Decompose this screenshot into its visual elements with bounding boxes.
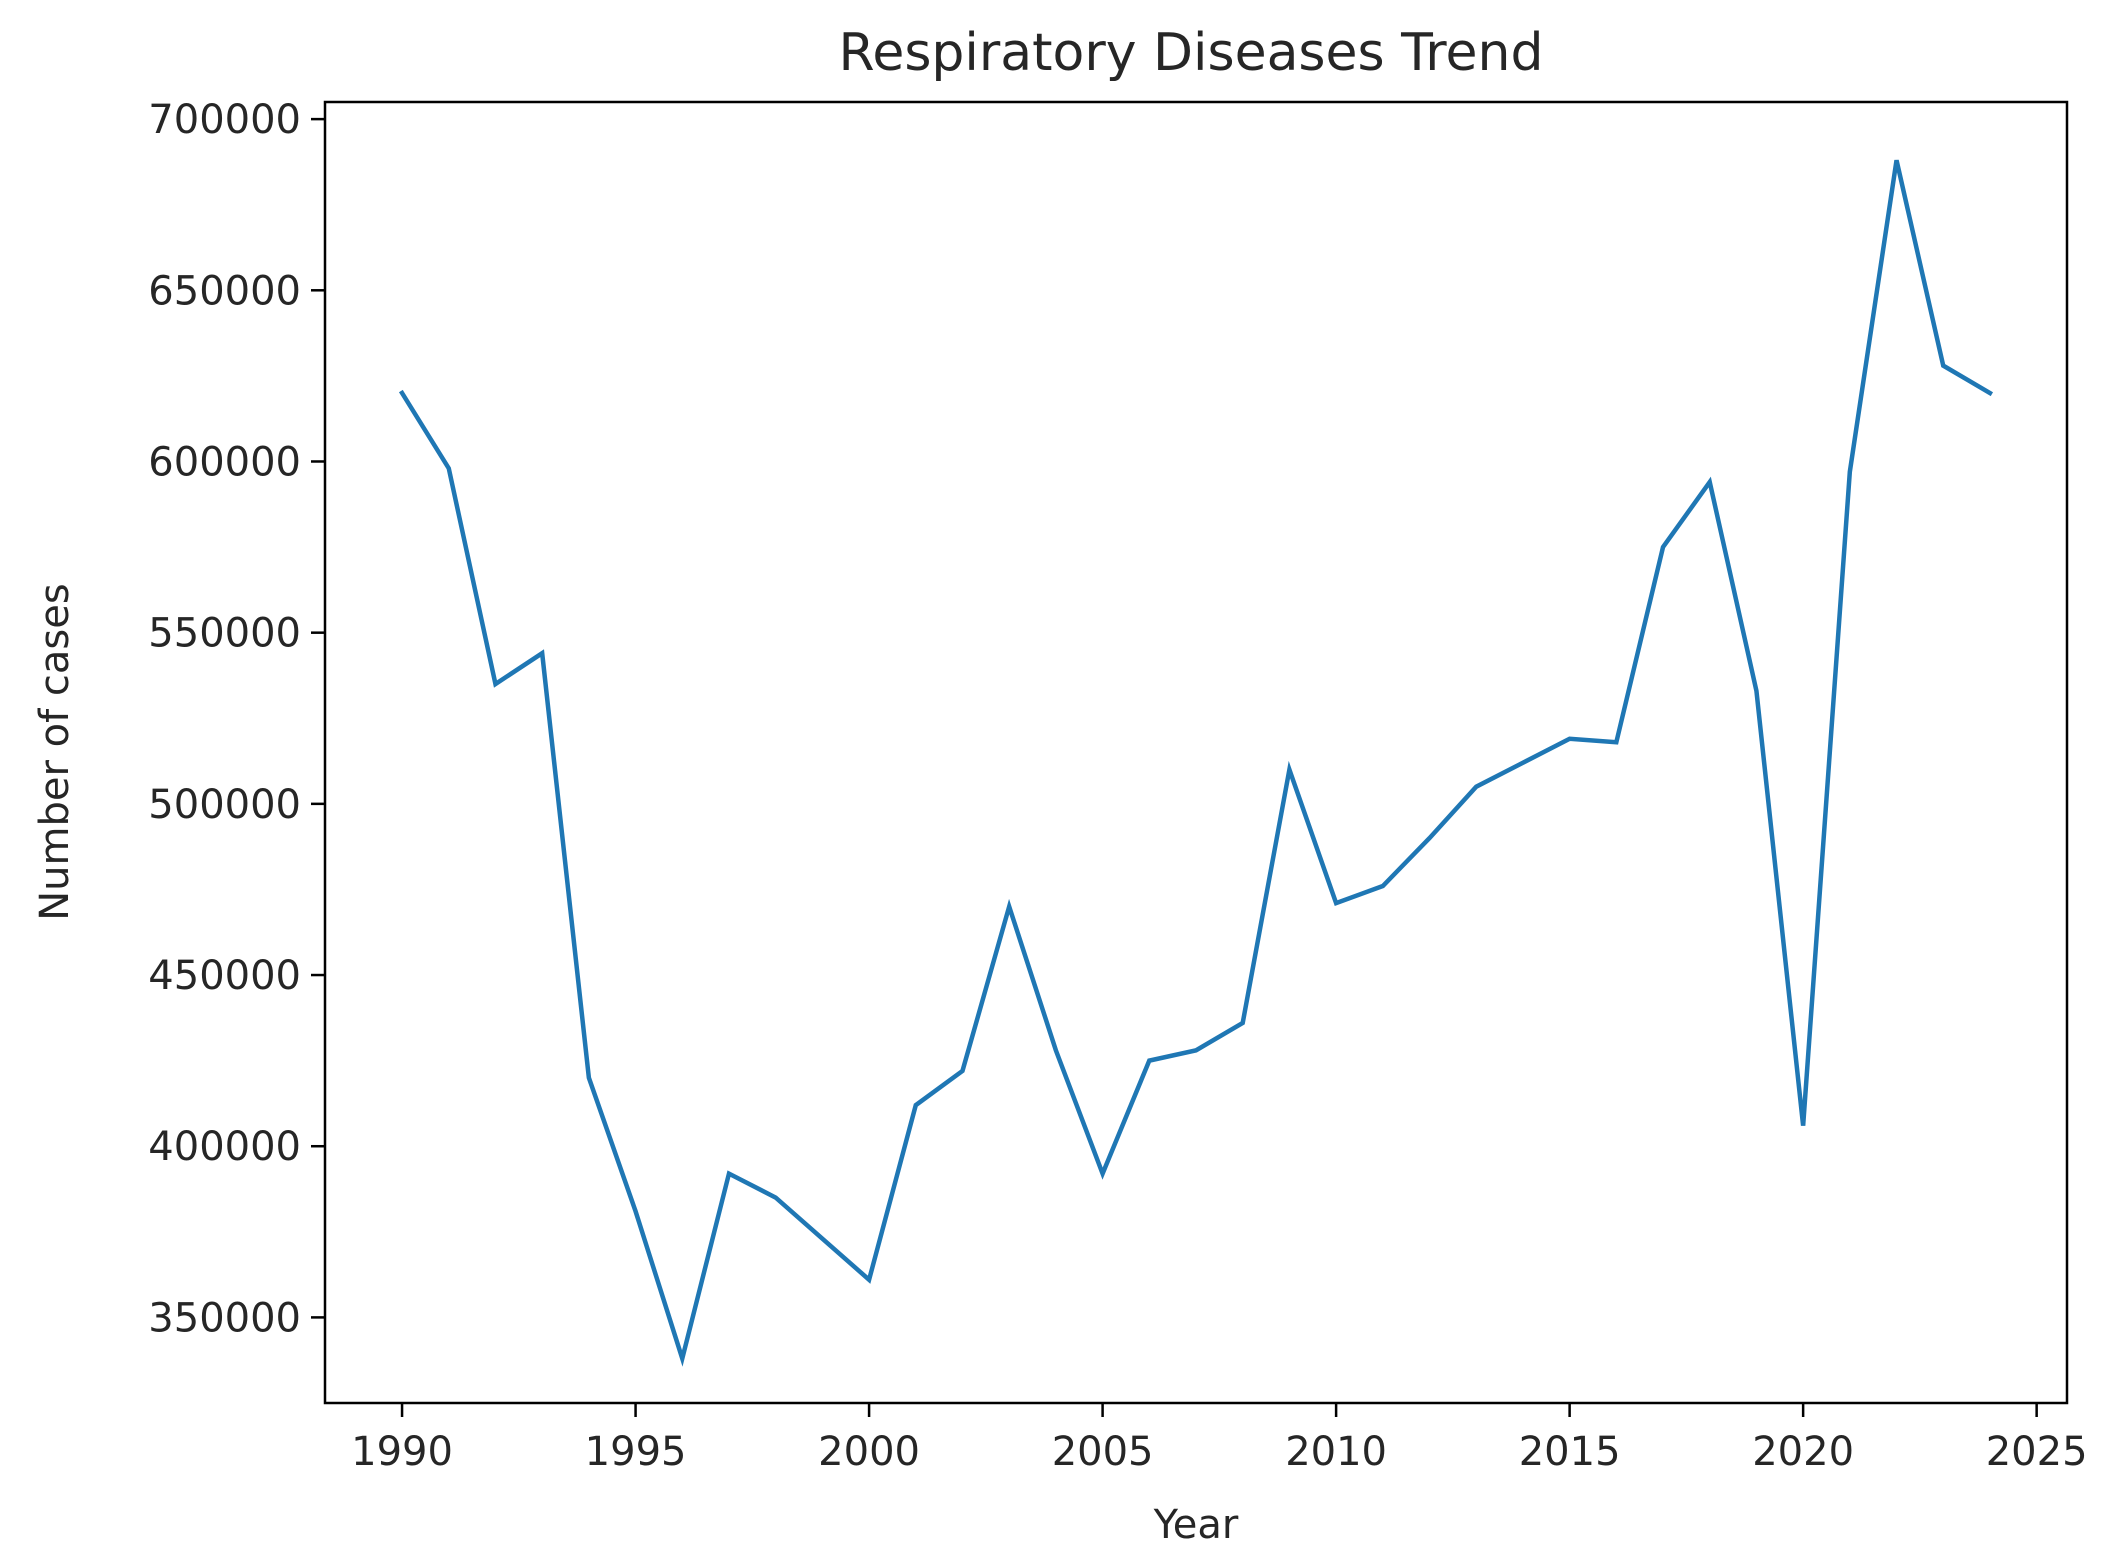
- data-point: [400, 391, 404, 395]
- data-point: [914, 1103, 918, 1107]
- series-layer: [398, 158, 1994, 1367]
- data-point: [1241, 1021, 1245, 1025]
- data-point: [540, 651, 544, 655]
- data-point: [1754, 689, 1758, 693]
- data-point: [1428, 836, 1432, 840]
- x-tick-label: 1990: [351, 1429, 453, 1475]
- x-tick-label: 2020: [1752, 1429, 1854, 1475]
- chart-title: Respiratory Diseases Trend: [839, 23, 1544, 83]
- data-point: [1334, 901, 1338, 905]
- y-tick-label: 350000: [148, 1295, 301, 1341]
- x-tick-label: 2025: [1986, 1429, 2088, 1475]
- data-point: [820, 1237, 824, 1241]
- y-axis-label: Number of cases: [32, 583, 78, 920]
- x-tick-label: 1995: [585, 1429, 687, 1475]
- y-axis: 350000 400000 450000 500000 550000 600000 6500…: [148, 97, 325, 1341]
- data-point: [1287, 768, 1291, 772]
- y-tick-label: 450000: [148, 953, 301, 999]
- data-point: [1521, 761, 1525, 765]
- data-point: [1708, 480, 1712, 484]
- data-point: [727, 1172, 731, 1176]
- data-point: [1101, 1172, 1105, 1176]
- data-point: [1194, 1048, 1198, 1052]
- data-point: [1568, 737, 1572, 741]
- x-tick-label: 2010: [1285, 1429, 1387, 1475]
- series-line-0: [398, 159, 1994, 1367]
- data-point: [1895, 158, 1899, 162]
- y-tick-label: 700000: [148, 97, 301, 143]
- data-point: [774, 1196, 778, 1200]
- y-tick-label: 500000: [148, 782, 301, 828]
- x-tick-label: 2005: [1052, 1429, 1154, 1475]
- data-point: [1848, 470, 1852, 474]
- data-point: [1147, 1059, 1151, 1063]
- data-point: [1381, 884, 1385, 888]
- data-point: [1007, 905, 1011, 909]
- data-point: [1801, 1124, 1805, 1128]
- data-point: [1661, 545, 1665, 549]
- x-axis-label: Year: [1153, 1502, 1239, 1544]
- data-point: [447, 466, 451, 470]
- y-tick-label: 550000: [148, 611, 301, 657]
- data-point: [1988, 391, 1992, 395]
- data-point: [634, 1209, 638, 1213]
- data-point: [680, 1356, 684, 1360]
- data-point: [1054, 1048, 1058, 1052]
- plot-frame: [323, 100, 2069, 1405]
- data-point: [1614, 740, 1618, 744]
- data-point: [867, 1278, 871, 1282]
- data-point: [1474, 785, 1478, 789]
- y-tick-label: 650000: [148, 268, 301, 314]
- data-point: [1941, 364, 1945, 368]
- x-axis: 1990 1995 2000 2005 2010 2015 2020 2025: [351, 1403, 2088, 1475]
- y-tick-label: 600000: [148, 439, 301, 485]
- data-point: [587, 1076, 591, 1080]
- x-tick-label: 2015: [1519, 1429, 1621, 1475]
- x-tick-label: 2000: [818, 1429, 920, 1475]
- y-tick-label: 400000: [148, 1124, 301, 1170]
- data-point: [493, 682, 497, 686]
- data-point: [960, 1069, 964, 1073]
